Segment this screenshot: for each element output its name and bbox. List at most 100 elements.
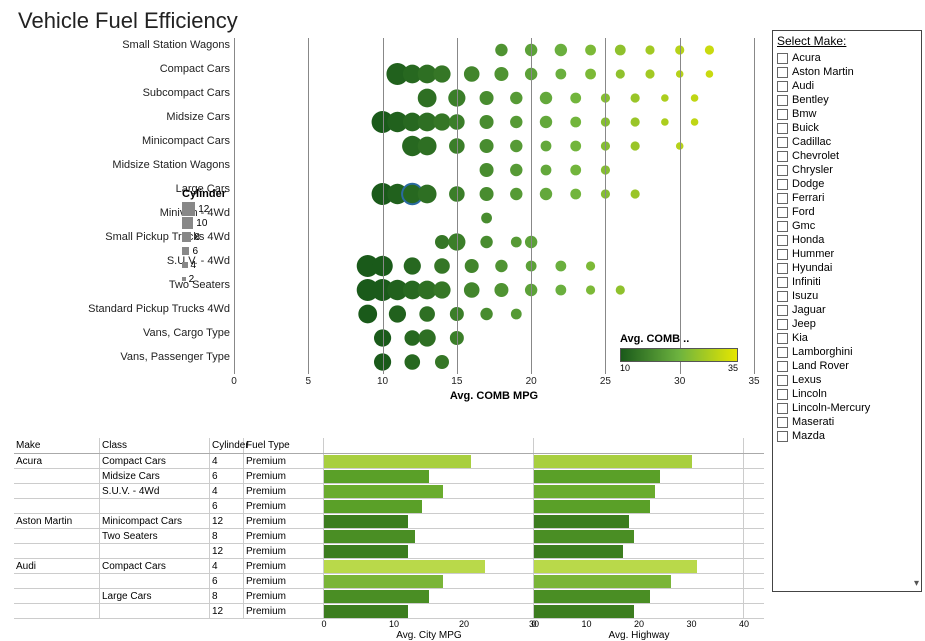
bubble-point[interactable]: [645, 69, 654, 78]
bubble-point[interactable]: [555, 285, 566, 296]
checkbox-icon[interactable]: [777, 431, 788, 442]
table-row[interactable]: 6Premium: [14, 499, 764, 514]
category-label[interactable]: Midsize Cars: [0, 110, 230, 134]
bubble-point[interactable]: [570, 141, 581, 152]
bubble-point[interactable]: [435, 355, 449, 369]
bubble-point[interactable]: [404, 330, 420, 346]
checkbox-icon[interactable]: [777, 333, 788, 344]
bubble-point[interactable]: [555, 261, 566, 272]
category-label[interactable]: Small Station Wagons: [0, 38, 230, 62]
checkbox-icon[interactable]: [777, 417, 788, 428]
filter-item[interactable]: Bentley: [773, 93, 921, 107]
bubble-point[interactable]: [586, 261, 595, 270]
table-row[interactable]: AudiCompact Cars4Premium: [14, 559, 764, 574]
col-class[interactable]: Class: [100, 438, 210, 453]
checkbox-icon[interactable]: [777, 389, 788, 400]
bubble-point[interactable]: [570, 189, 581, 200]
filter-item[interactable]: Dodge: [773, 177, 921, 191]
bubble-point[interactable]: [511, 237, 522, 248]
bubble-point[interactable]: [570, 93, 581, 104]
checkbox-icon[interactable]: [777, 305, 788, 316]
checkbox-icon[interactable]: [777, 347, 788, 358]
checkbox-icon[interactable]: [777, 81, 788, 92]
bubble-point[interactable]: [510, 140, 522, 152]
bubble-point[interactable]: [616, 285, 625, 294]
checkbox-icon[interactable]: [777, 361, 788, 372]
col-fueltype[interactable]: Fuel Type: [244, 438, 324, 453]
bubble-point[interactable]: [481, 213, 492, 224]
checkbox-icon[interactable]: [777, 249, 788, 260]
bubble-point[interactable]: [511, 309, 522, 320]
bubble-point[interactable]: [418, 137, 437, 156]
bubble-point[interactable]: [510, 164, 522, 176]
table-row[interactable]: Aston MartinMinicompact Cars12Premium: [14, 514, 764, 529]
category-label[interactable]: Subcompact Cars: [0, 86, 230, 110]
filter-item[interactable]: Hyundai: [773, 261, 921, 275]
bubble-point[interactable]: [419, 329, 436, 346]
bubble-point[interactable]: [585, 69, 596, 80]
bubble-point[interactable]: [480, 139, 494, 153]
bubble-point[interactable]: [555, 69, 566, 80]
bubble-point[interactable]: [418, 185, 437, 204]
bubble-point[interactable]: [495, 44, 507, 56]
filter-item[interactable]: Honda: [773, 233, 921, 247]
filter-item[interactable]: Buick: [773, 121, 921, 135]
bubble-point[interactable]: [691, 118, 699, 126]
bubble-point[interactable]: [645, 45, 654, 54]
bubble-point[interactable]: [433, 113, 450, 130]
bubble-point[interactable]: [480, 187, 494, 201]
filter-item[interactable]: Maserati: [773, 415, 921, 429]
bubble-point[interactable]: [433, 281, 450, 298]
filter-item[interactable]: Aston Martin: [773, 65, 921, 79]
filter-item[interactable]: Infiniti: [773, 275, 921, 289]
bubble-point[interactable]: [661, 118, 669, 126]
category-label[interactable]: Midsize Station Wagons: [0, 158, 230, 182]
filter-item[interactable]: Hummer: [773, 247, 921, 261]
bubble-point[interactable]: [389, 305, 406, 322]
bubble-point[interactable]: [435, 235, 449, 249]
checkbox-icon[interactable]: [777, 95, 788, 106]
filter-item[interactable]: Mazda: [773, 429, 921, 443]
filter-item[interactable]: Lamborghini: [773, 345, 921, 359]
col-cylinder[interactable]: Cylinder: [210, 438, 244, 453]
filter-item[interactable]: Bmw: [773, 107, 921, 121]
checkbox-icon[interactable]: [777, 123, 788, 134]
checkbox-icon[interactable]: [777, 277, 788, 288]
bubble-point[interactable]: [510, 188, 522, 200]
bubble-point[interactable]: [418, 89, 437, 108]
filter-item[interactable]: Land Rover: [773, 359, 921, 373]
checkbox-icon[interactable]: [777, 151, 788, 162]
bubble-point[interactable]: [480, 308, 492, 320]
table-row[interactable]: 12Premium: [14, 604, 764, 619]
checkbox-icon[interactable]: [777, 263, 788, 274]
table-row[interactable]: AcuraCompact Cars4Premium: [14, 454, 764, 469]
checkbox-icon[interactable]: [777, 207, 788, 218]
bubble-point[interactable]: [691, 94, 699, 102]
filter-item[interactable]: Ferrari: [773, 191, 921, 205]
filter-item[interactable]: Cadillac: [773, 135, 921, 149]
category-label[interactable]: Vans, Passenger Type: [0, 350, 230, 374]
col-make[interactable]: Make: [14, 438, 100, 453]
filter-item[interactable]: Lincoln: [773, 387, 921, 401]
bubble-point[interactable]: [586, 285, 595, 294]
checkbox-icon[interactable]: [777, 67, 788, 78]
bubble-point[interactable]: [358, 305, 377, 324]
category-label[interactable]: Compact Cars: [0, 62, 230, 86]
bubble-point[interactable]: [434, 258, 450, 274]
bubble-point[interactable]: [615, 45, 626, 56]
filter-item[interactable]: Jeep: [773, 317, 921, 331]
checkbox-icon[interactable]: [777, 137, 788, 148]
table-row[interactable]: Two Seaters8Premium: [14, 529, 764, 544]
checkbox-icon[interactable]: [777, 375, 788, 386]
bubble-point[interactable]: [495, 260, 507, 272]
bubble-point[interactable]: [541, 141, 552, 152]
checkbox-icon[interactable]: [777, 235, 788, 246]
checkbox-icon[interactable]: [777, 109, 788, 120]
bubble-point[interactable]: [464, 282, 480, 298]
filter-item[interactable]: Chevrolet: [773, 149, 921, 163]
checkbox-icon[interactable]: [777, 193, 788, 204]
category-label[interactable]: Vans, Cargo Type: [0, 326, 230, 350]
filter-item[interactable]: Lincoln-Mercury: [773, 401, 921, 415]
filter-item[interactable]: Acura: [773, 51, 921, 65]
bubble-point[interactable]: [480, 236, 492, 248]
